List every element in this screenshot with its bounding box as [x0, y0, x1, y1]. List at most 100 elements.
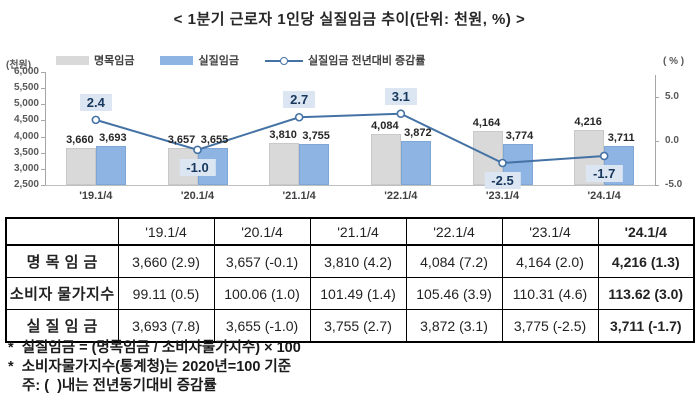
- x-axis-category-label: '22.1/4: [384, 190, 418, 202]
- trend-value-badge: -2.5: [484, 172, 521, 189]
- table-row: 명 목 임 금 3,660 (2.9) 3,657 (-0.1) 3,810 (4.2…: [5, 244, 695, 278]
- x-axis-category-label: '19.1/4: [79, 190, 113, 202]
- bar-label-real: 3,711: [607, 131, 635, 144]
- trend-value-badge: 3.1: [384, 87, 417, 105]
- table-cell: 3,872 (3.1): [405, 309, 503, 343]
- table-cell: 4,216 (1.3): [597, 244, 695, 278]
- nominal-wage-swatch-icon: [56, 55, 89, 65]
- table-row: 소비자 물가지수 99.11 (0.5) 100.06 (1.0) 101.49 (1…: [5, 277, 695, 310]
- right-axis-line: [655, 75, 656, 185]
- trend-value-badge: -1.7: [585, 164, 623, 182]
- legend-item-nominal-wage: 명목임금: [56, 52, 134, 68]
- legend-item-yoy-rate: 실질임금 전년대비 증감률: [264, 52, 426, 68]
- footnote-cpi-base: * 소비자물가지수(통계청)는 2020년=100 기준: [8, 359, 292, 375]
- left-axis-tick-label: 4,000: [13, 130, 39, 142]
- bar-label-nominal: 4,164: [472, 117, 501, 130]
- right-axis-unit-label: ( % ): [663, 56, 685, 67]
- bar-label-real: 3,693: [99, 132, 127, 145]
- x-axis-category-label: '23.1/4: [485, 190, 520, 202]
- table-header-cell: '24.1/4: [597, 217, 695, 246]
- x-axis-category-label: '21.1/4: [282, 190, 316, 202]
- left-axis-tick: [41, 88, 45, 90]
- trend-value-badge: 2.4: [79, 93, 112, 111]
- table-cell: 3,711 (-1.7): [597, 309, 695, 343]
- table-header-cell: '22.1/4: [405, 217, 503, 246]
- table-header-cell: '20.1/4: [213, 217, 311, 246]
- table-header-cell: '23.1/4: [501, 217, 599, 246]
- data-table-wrap: '19.1/4'20.1/4'21.1/4'22.1/4'23.1/4'24.1…: [5, 217, 695, 343]
- trend-point-marker: [91, 115, 101, 125]
- bar-label-nominal: 3,810: [269, 128, 297, 141]
- line-marker-swatch-icon: [264, 56, 303, 65]
- left-axis-tick: [41, 120, 45, 122]
- bar-label-nominal: 4,216: [574, 115, 602, 128]
- footnote-formula: * 실질임금 = (명목임금 / 소비자물가지수) × 100: [8, 340, 301, 356]
- left-axis-tick: [41, 72, 45, 73]
- table-row-label: 소비자 물가지수: [5, 277, 119, 310]
- table-corner-cell: [5, 217, 119, 246]
- bar-label-real: 3,655: [200, 133, 229, 146]
- chart-legend: 명목임금 실질임금 실질임금 전년대비 증감률: [56, 52, 425, 68]
- table-cell: 3,660 (2.9): [117, 244, 215, 278]
- table-cell: 113.62 (3.0): [597, 277, 695, 310]
- table-cell: 4,164 (2.0): [501, 244, 599, 278]
- table-row-label: 명 목 임 금: [5, 244, 119, 278]
- legend-label: 실질임금: [198, 55, 239, 67]
- bar-nominal-wage: [65, 147, 96, 185]
- bar-real-wage: [299, 144, 330, 185]
- left-axis-tick-label: 3,000: [13, 162, 39, 174]
- left-axis-tick: [41, 168, 45, 170]
- left-axis-tick-label: 5,500: [13, 82, 39, 94]
- bar-label-real: 3,774: [505, 129, 534, 142]
- left-axis-tick-label: 3,500: [13, 146, 39, 158]
- table-cell: 3,775 (-2.5): [501, 309, 599, 343]
- x-axis-category-label: '20.1/4: [180, 190, 215, 202]
- data-table: '19.1/4'20.1/4'21.1/4'22.1/4'23.1/4'24.1…: [5, 217, 695, 343]
- legend-item-real-wage: 실질임금: [160, 52, 239, 68]
- chart-title: < 1분기 근로자 1인당 실질임금 추이(단위: 천원, %) >: [173, 11, 526, 28]
- bar-nominal-wage: [370, 133, 401, 185]
- table-header-cell: '21.1/4: [309, 217, 407, 246]
- x-axis-category-label: '24.1/4: [587, 190, 621, 202]
- right-axis-tick: [655, 141, 659, 142]
- bar-label-nominal: 3,657: [167, 133, 196, 146]
- trend-point-marker: [294, 112, 304, 122]
- left-axis-tick-label: 4,500: [13, 114, 39, 126]
- legend-label: 명목임금: [94, 55, 135, 67]
- left-axis-tick-label: 6,000: [13, 66, 39, 77]
- trend-value-badge: 2.7: [283, 91, 316, 109]
- right-axis-tick: [655, 185, 659, 186]
- left-axis-tick: [41, 185, 45, 186]
- real-wage-swatch-icon: [160, 55, 194, 65]
- bar-label-real: 3,872: [404, 126, 432, 139]
- left-axis-tick-label: 2,500: [13, 179, 39, 190]
- table-row-label: 실 질 임 금: [5, 309, 119, 343]
- bar-label-nominal: 3,660: [66, 133, 94, 146]
- table-cell: 100.06 (1.0): [213, 277, 311, 310]
- table-cell: 3,755 (2.7): [309, 309, 407, 343]
- bar-label-nominal: 4,084: [371, 119, 399, 132]
- legend-label: 실질임금 전년대비 증감률: [307, 55, 426, 67]
- table-row: 실 질 임 금 3,693 (7.8) 3,655 (-1.0) 3,755 (2.7…: [5, 309, 695, 343]
- table-cell: 101.49 (1.4): [309, 277, 407, 310]
- x-axis-line: [45, 185, 655, 186]
- right-axis-tick-label: 5.0: [665, 91, 679, 102]
- table-cell: 3,810 (4.2): [309, 244, 407, 278]
- right-axis-tick-label: 0.0: [665, 135, 679, 146]
- table-cell: 3,655 (-1.0): [213, 309, 311, 343]
- left-axis-tick: [41, 136, 45, 138]
- trend-value-badge: -1.0: [179, 158, 216, 176]
- footnotes: * 실질임금 = (명목임금 / 소비자물가지수) × 100 * 소비자물가지…: [8, 339, 301, 396]
- table-cell: 3,693 (7.8): [117, 309, 215, 343]
- left-axis-tick-label: 5,000: [13, 98, 39, 110]
- footnote-parentheses-note: 주: ( )내는 전년동기대비 증감률: [22, 378, 217, 394]
- left-axis-tick: [41, 152, 45, 154]
- table-cell: 110.31 (4.6): [501, 277, 599, 310]
- table-cell: 4,084 (7.2): [405, 244, 503, 278]
- left-axis-unit-label: (천원): [6, 60, 32, 71]
- left-axis-tick: [41, 104, 45, 106]
- table-header-row: '19.1/4'20.1/4'21.1/4'22.1/4'23.1/4'24.1…: [5, 217, 695, 246]
- bar-real-wage: [400, 140, 431, 185]
- table-header-cell: '19.1/4: [117, 217, 215, 246]
